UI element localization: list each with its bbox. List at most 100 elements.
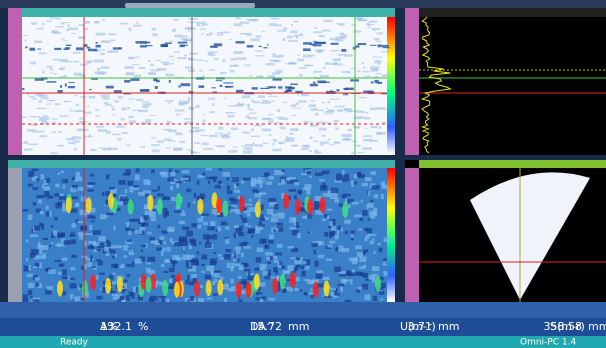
texture <box>180 38 186 39</box>
texture <box>237 258 240 262</box>
texture <box>162 280 168 296</box>
texture <box>58 272 63 275</box>
texture <box>254 193 261 197</box>
texture <box>57 280 63 296</box>
title-strip <box>0 0 606 8</box>
texture <box>43 115 48 117</box>
texture <box>324 113 332 114</box>
texture <box>159 296 166 298</box>
texture <box>87 262 92 267</box>
texture <box>300 289 303 291</box>
texture <box>138 192 144 196</box>
texture <box>47 195 53 198</box>
texture <box>372 57 382 58</box>
texture <box>110 291 117 294</box>
texture <box>29 48 35 51</box>
texture <box>244 147 253 150</box>
texture <box>256 257 262 262</box>
texture <box>383 271 387 276</box>
texture <box>380 298 382 300</box>
texture <box>124 80 130 83</box>
texture <box>126 144 130 145</box>
texture <box>30 253 35 258</box>
texture <box>49 100 53 101</box>
texture <box>378 45 382 48</box>
texture <box>322 277 330 280</box>
texture <box>244 246 251 249</box>
texture <box>362 147 372 150</box>
texture <box>271 217 278 222</box>
texture <box>257 224 265 226</box>
texture <box>165 100 174 102</box>
texture <box>270 256 274 260</box>
texture <box>330 193 338 198</box>
c-scan-view <box>8 8 395 155</box>
texture <box>46 103 51 104</box>
texture <box>361 62 364 64</box>
texture <box>278 143 282 144</box>
texture <box>200 135 207 136</box>
texture <box>299 67 306 69</box>
texture <box>99 273 105 275</box>
texture <box>132 110 140 111</box>
texture <box>50 152 58 154</box>
texture <box>227 190 232 194</box>
scroll-handle[interactable] <box>125 3 255 8</box>
texture <box>291 104 296 107</box>
texture <box>225 249 231 252</box>
texture <box>273 140 277 142</box>
texture <box>327 216 329 220</box>
texture <box>84 112 92 114</box>
texture <box>188 22 195 23</box>
texture <box>170 186 173 191</box>
texture <box>249 113 257 114</box>
texture <box>323 67 325 69</box>
texture <box>59 115 68 117</box>
texture <box>85 62 90 64</box>
texture <box>210 221 213 226</box>
texture <box>236 90 243 93</box>
texture <box>255 55 265 56</box>
texture <box>298 100 307 102</box>
texture <box>172 60 174 61</box>
texture <box>289 133 294 135</box>
texture <box>238 276 242 279</box>
texture <box>126 222 130 228</box>
texture <box>164 241 166 244</box>
texture <box>242 96 250 99</box>
texture <box>342 202 348 218</box>
texture <box>40 174 44 179</box>
texture <box>334 62 337 64</box>
texture <box>61 23 65 25</box>
texture <box>91 220 95 222</box>
texture <box>129 230 132 235</box>
texture <box>206 34 210 36</box>
texture <box>30 116 40 117</box>
texture <box>376 132 379 135</box>
texture <box>330 241 336 244</box>
texture <box>200 194 205 200</box>
texture <box>212 87 216 88</box>
texture <box>43 238 48 240</box>
texture <box>328 139 331 141</box>
texture <box>69 82 75 83</box>
texture <box>267 86 273 87</box>
texture <box>66 138 74 140</box>
texture <box>252 87 258 89</box>
texture <box>128 57 137 59</box>
texture <box>28 265 30 271</box>
texture <box>192 258 198 262</box>
texture <box>223 82 233 83</box>
texture <box>34 225 40 230</box>
texture <box>26 258 28 262</box>
texture <box>95 115 99 116</box>
texture <box>93 242 100 246</box>
texture <box>116 126 125 128</box>
texture <box>267 257 271 261</box>
texture <box>381 122 388 123</box>
texture <box>254 268 259 271</box>
screen: A%132.1%DA^15.72mmU(m-r)3.71mmS(m-r)358.… <box>0 0 606 348</box>
texture <box>179 141 185 143</box>
texture <box>357 252 363 257</box>
texture <box>368 234 375 236</box>
